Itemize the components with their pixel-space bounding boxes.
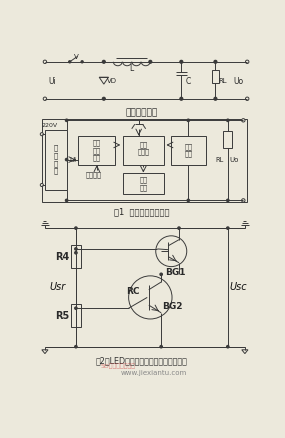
Text: 脉冲
调宽
电路: 脉冲 调宽 电路 [93, 139, 101, 161]
Circle shape [214, 60, 217, 63]
Circle shape [245, 60, 249, 64]
Circle shape [242, 119, 245, 122]
Circle shape [245, 97, 249, 100]
Text: BG1: BG1 [165, 268, 185, 277]
Circle shape [75, 248, 77, 250]
Bar [211, 70, 219, 83]
Circle shape [180, 60, 183, 63]
Circle shape [40, 184, 43, 187]
Text: L: L [130, 64, 134, 73]
Text: Ui: Ui [49, 77, 56, 85]
Circle shape [156, 236, 187, 267]
Text: RC: RC [127, 287, 140, 296]
Text: Usc: Usc [230, 283, 247, 293]
Circle shape [40, 133, 43, 136]
Circle shape [43, 97, 47, 100]
Circle shape [187, 199, 190, 201]
Circle shape [227, 199, 229, 201]
Circle shape [81, 61, 83, 63]
Text: R4: R4 [55, 251, 69, 261]
Bar [71, 304, 81, 328]
Text: 取样
电路: 取样 电路 [184, 143, 192, 157]
Circle shape [75, 227, 77, 229]
Text: 整
流
电
路: 整 流 电 路 [54, 145, 58, 174]
Text: Uo: Uo [234, 77, 244, 85]
Text: 220V: 220V [41, 123, 57, 128]
Text: 开关脉冲: 开关脉冲 [86, 171, 102, 177]
Circle shape [160, 273, 162, 276]
Text: 图1  直流开关电源原理: 图1 直流开关电源原理 [114, 208, 170, 216]
Circle shape [75, 346, 77, 348]
Text: V: V [74, 54, 78, 60]
Text: C: C [186, 77, 191, 85]
Circle shape [187, 119, 190, 121]
Circle shape [227, 119, 229, 121]
Circle shape [43, 60, 47, 64]
Circle shape [227, 346, 229, 348]
Bar [123, 136, 164, 165]
Text: RL: RL [219, 78, 227, 84]
Text: 5D电路板设计专家: 5D电路板设计专家 [101, 363, 136, 369]
Circle shape [102, 97, 105, 100]
Text: BG2: BG2 [162, 302, 182, 311]
Circle shape [69, 61, 71, 63]
Circle shape [227, 227, 229, 229]
Text: R5: R5 [55, 311, 69, 321]
Circle shape [66, 119, 68, 121]
Text: 比较
放大器: 比较 放大器 [137, 141, 149, 155]
Circle shape [149, 60, 152, 63]
Circle shape [66, 159, 68, 161]
Circle shape [102, 60, 105, 63]
Text: Usr: Usr [49, 283, 66, 293]
Bar [42, 119, 247, 202]
Bar [123, 173, 164, 194]
Circle shape [180, 97, 183, 100]
Circle shape [75, 251, 77, 254]
Bar [78, 136, 115, 165]
Circle shape [214, 97, 217, 100]
Text: 图2：LED开关电源前入过电流保护电路: 图2：LED开关电源前入过电流保护电路 [96, 356, 188, 365]
Text: 基准
电路: 基准 电路 [139, 177, 147, 191]
Text: www.jiexiantu.com: www.jiexiantu.com [120, 370, 187, 376]
Bar [171, 136, 206, 165]
Text: VD: VD [107, 78, 117, 84]
Circle shape [75, 307, 77, 309]
Bar [223, 131, 233, 148]
Text: RL: RL [215, 157, 223, 162]
Circle shape [242, 199, 245, 202]
Text: 开关调整元件: 开关调整元件 [126, 108, 158, 117]
Bar [71, 245, 81, 268]
Circle shape [178, 227, 180, 229]
Circle shape [66, 199, 68, 201]
Text: Ui: Ui [69, 157, 76, 162]
Circle shape [129, 276, 172, 319]
Text: Uo: Uo [229, 157, 239, 162]
Circle shape [160, 346, 162, 348]
Bar [45, 130, 67, 190]
